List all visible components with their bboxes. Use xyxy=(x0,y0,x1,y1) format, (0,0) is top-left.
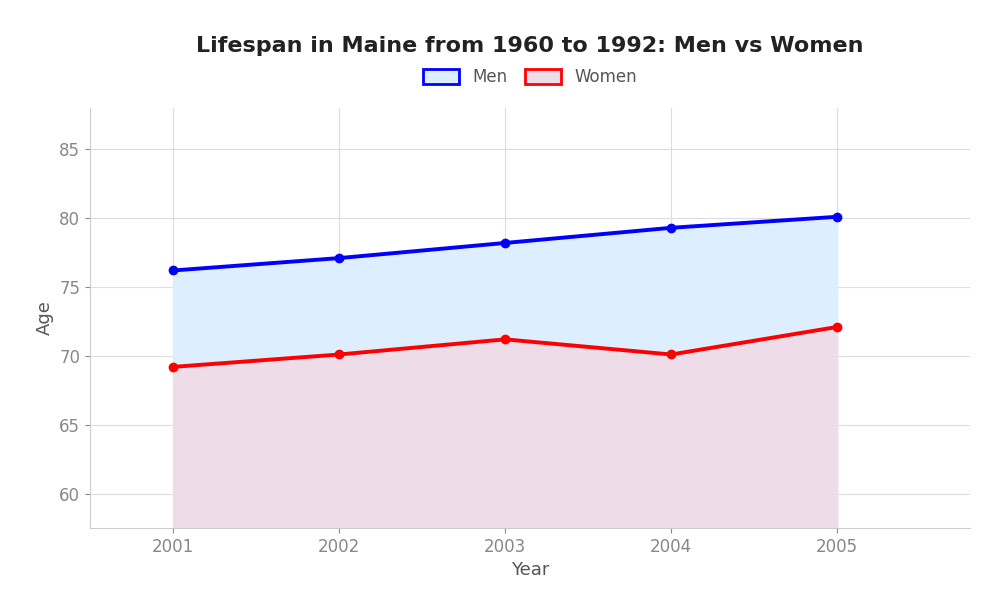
Title: Lifespan in Maine from 1960 to 1992: Men vs Women: Lifespan in Maine from 1960 to 1992: Men… xyxy=(196,37,864,56)
Y-axis label: Age: Age xyxy=(36,301,54,335)
X-axis label: Year: Year xyxy=(511,561,549,579)
Legend: Men, Women: Men, Women xyxy=(416,62,644,93)
